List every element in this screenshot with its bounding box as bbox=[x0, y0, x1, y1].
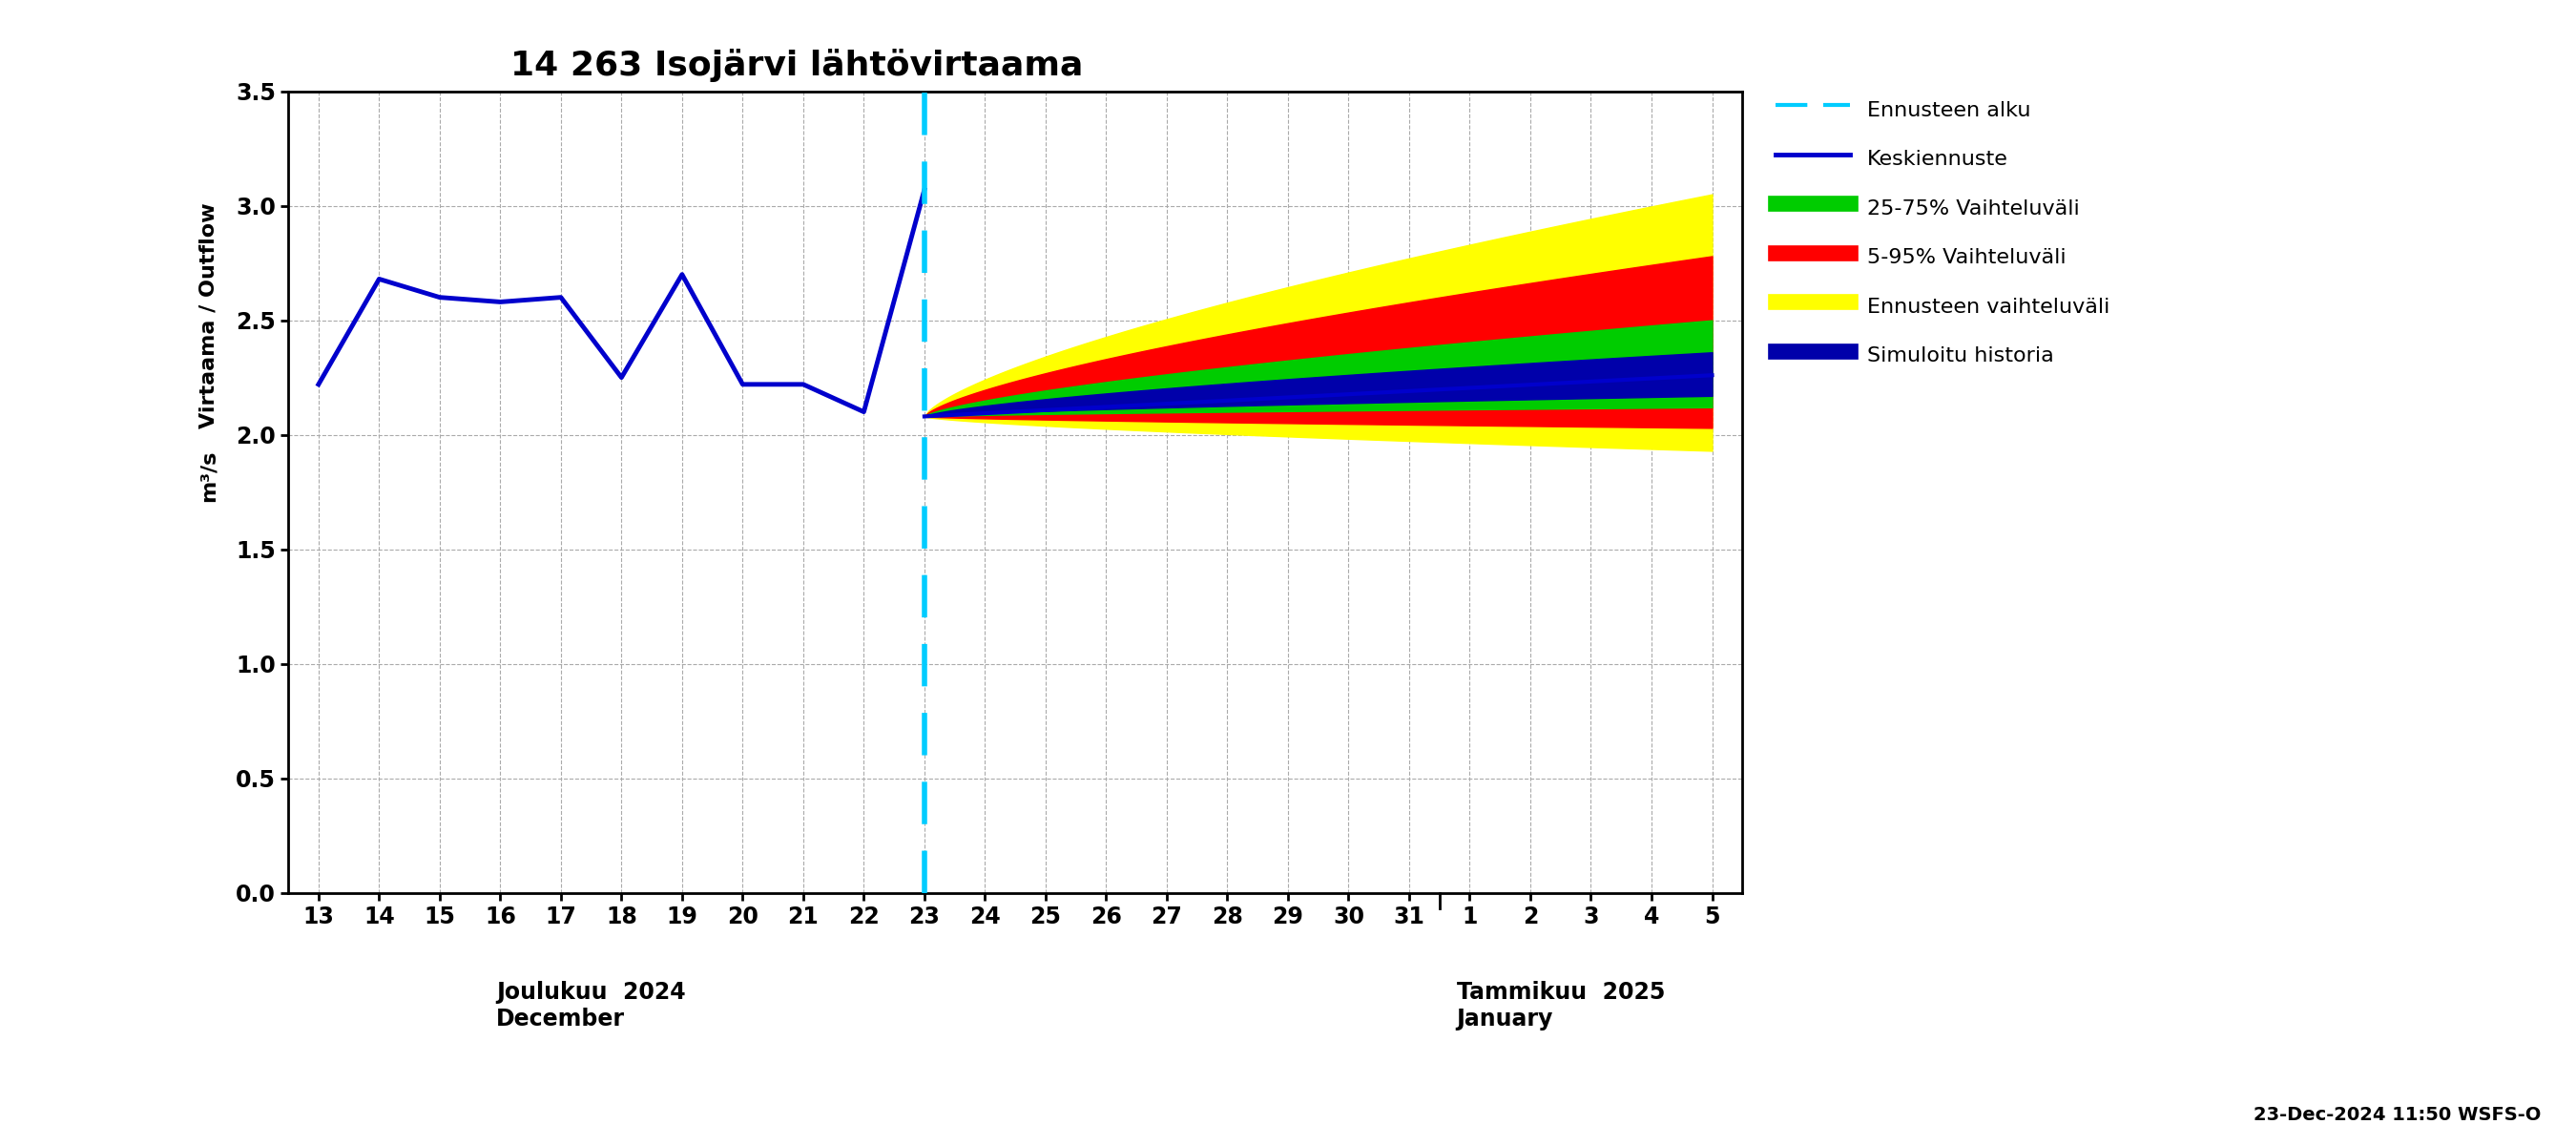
Text: m³/s: m³/s bbox=[198, 450, 219, 502]
Text: Joulukuu  2024
December: Joulukuu 2024 December bbox=[497, 981, 685, 1031]
Legend: Ennusteen alku, Keskiennuste, 25-75% Vaihteluväli, 5-95% Vaihteluväli, Ennusteen: Ennusteen alku, Keskiennuste, 25-75% Vai… bbox=[1767, 86, 2117, 378]
Text: Virtaama / Outflow: Virtaama / Outflow bbox=[198, 203, 219, 428]
Title: 14 263 Isojärvi lähtövirtaama: 14 263 Isojärvi lähtövirtaama bbox=[510, 48, 1084, 82]
Text: Tammikuu  2025
January: Tammikuu 2025 January bbox=[1455, 981, 1664, 1031]
Text: 23-Dec-2024 11:50 WSFS-O: 23-Dec-2024 11:50 WSFS-O bbox=[2254, 1106, 2543, 1124]
